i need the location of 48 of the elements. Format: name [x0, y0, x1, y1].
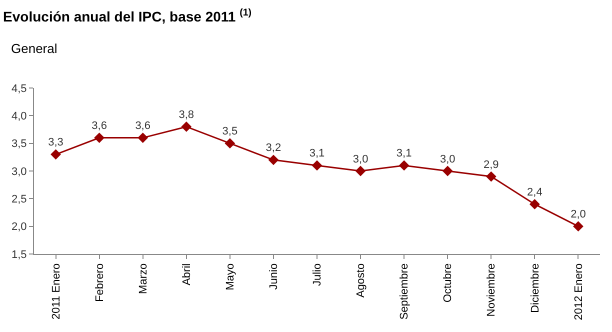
- data-label: 3,6: [135, 120, 150, 132]
- data-label: 3,6: [92, 120, 107, 132]
- x-tick-label: Mayo: [224, 263, 236, 290]
- point: [268, 154, 279, 166]
- y-tick-label: 2,5: [12, 194, 27, 206]
- point: [312, 160, 322, 171]
- x-tick-label: Septiembre: [398, 263, 411, 320]
- x-tick-label: Abril: [180, 263, 193, 286]
- data-label: 2,9: [484, 158, 499, 171]
- point: [138, 132, 148, 143]
- data-label: 3,5: [222, 126, 238, 138]
- x-tick-label: Diciembre: [529, 263, 542, 313]
- y-tick-label: 4,5: [12, 82, 27, 95]
- point: [398, 160, 410, 171]
- x-tick-label: Agosto: [355, 263, 368, 298]
- point: [50, 149, 61, 160]
- point: [224, 138, 236, 149]
- data-label: 3,1: [396, 148, 412, 160]
- data-label: 2,4: [527, 186, 542, 198]
- data-label: 3,1: [309, 148, 325, 160]
- data-label: 3,8: [178, 108, 194, 121]
- chart-subtitle: General: [11, 41, 58, 56]
- data-label: 3,0: [440, 153, 456, 166]
- point: [573, 221, 584, 232]
- y-tick-label: 3,0: [12, 166, 27, 178]
- point: [181, 122, 192, 132]
- point: [486, 171, 496, 182]
- point: [94, 132, 105, 143]
- x-tick-label: Octubre: [442, 263, 454, 303]
- y-tick-label: 1,5: [12, 248, 27, 261]
- x-tick-label: Junio: [268, 263, 280, 290]
- x-tick-label: Noviembre: [486, 263, 498, 317]
- y-tick-label: 3,5: [12, 138, 27, 150]
- data-label: 3,0: [352, 153, 368, 166]
- x-tick-label: Febrero: [94, 263, 106, 302]
- data-label: 3,2: [266, 142, 282, 154]
- point: [529, 199, 540, 210]
- x-tick-label: 2011 Enero: [50, 263, 62, 320]
- y-tick-label: 4,0: [12, 110, 27, 123]
- data-label: 2,0: [570, 208, 586, 221]
- x-tick-label: Julio: [312, 263, 324, 286]
- data-label: 3,3: [48, 136, 64, 149]
- chart-title: Evolución anual del IPC, base 2011 $^{(1)}$: [3, 8, 252, 24]
- x-tick-label: 2012 Enero: [572, 263, 585, 320]
- y-tick-label: 2,0: [12, 221, 27, 234]
- x-tick-label: Marzo: [137, 263, 150, 294]
- point: [442, 166, 453, 176]
- point: [355, 166, 366, 176]
